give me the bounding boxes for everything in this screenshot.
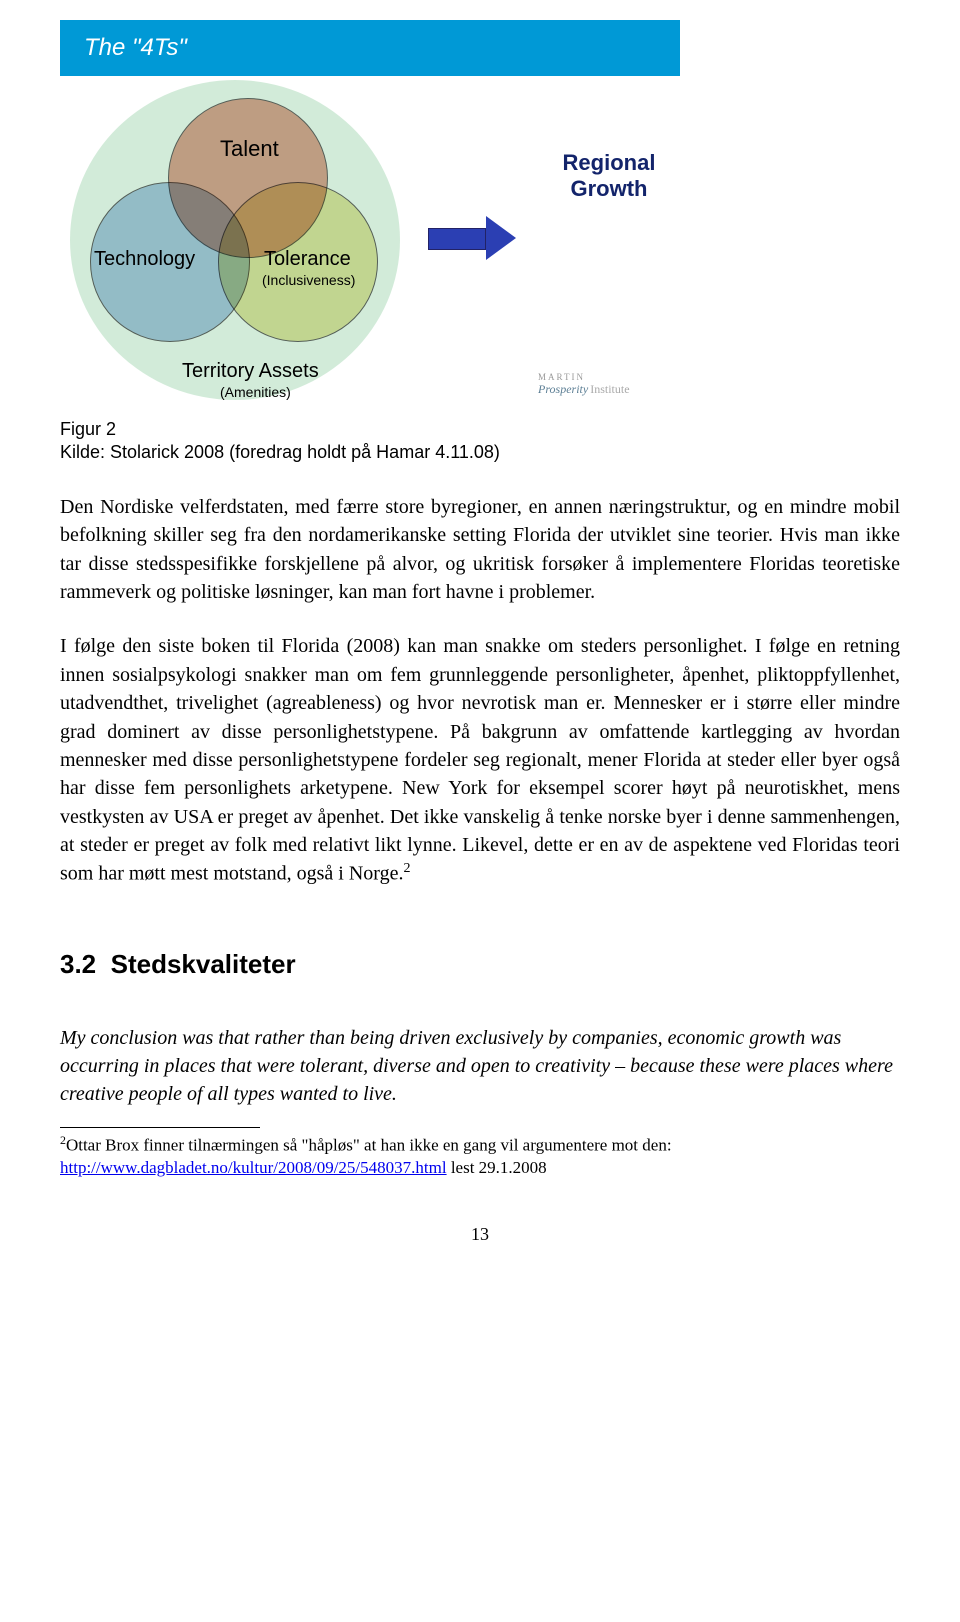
quote-paragraph: My conclusion was that rather than being…	[60, 1024, 900, 1109]
tolerance-label: Tolerance	[264, 248, 351, 271]
section-heading: 3.2 Stedskvaliteter	[60, 949, 900, 980]
regional-growth-label: Regional Growth	[544, 150, 674, 203]
paragraph-1: Den Nordiske velferdstaten, med færre st…	[60, 493, 900, 607]
footnote-rule	[60, 1127, 260, 1128]
paragraph-2: I følge den siste boken til Florida (200…	[60, 632, 900, 888]
figure-source: Kilde: Stolarick 2008 (foredrag holdt på…	[60, 442, 500, 462]
arrow-icon	[428, 216, 516, 260]
talent-label: Talent	[220, 136, 279, 162]
figure-number: Figur 2	[60, 419, 116, 439]
venn-diagram: Talent Technology Tolerance (Inclusivene…	[70, 80, 410, 400]
footnote-2: 2Ottar Brox finner tilnærmingen så "håpl…	[60, 1132, 900, 1181]
technology-label: Technology	[94, 248, 195, 271]
footnote-ref-2: 2	[404, 861, 411, 876]
territory-label: Territory Assets	[182, 360, 319, 383]
page-number: 13	[60, 1224, 900, 1245]
inclusiveness-sublabel: (Inclusiveness)	[262, 272, 355, 288]
footnote-link[interactable]: http://www.dagbladet.no/kultur/2008/09/2…	[60, 1158, 447, 1177]
amenities-sublabel: (Amenities)	[220, 384, 291, 400]
diagram-title: The "4Ts"	[84, 34, 187, 62]
figure-caption: Figur 2 Kilde: Stolarick 2008 (foredrag …	[60, 418, 900, 465]
four-ts-diagram: The "4Ts" Talent Technology Tolerance (I…	[60, 20, 680, 410]
prosperity-institute-logo: MARTIN ProsperityInstitute	[538, 370, 630, 396]
diagram-title-bar: The "4Ts"	[60, 20, 680, 76]
